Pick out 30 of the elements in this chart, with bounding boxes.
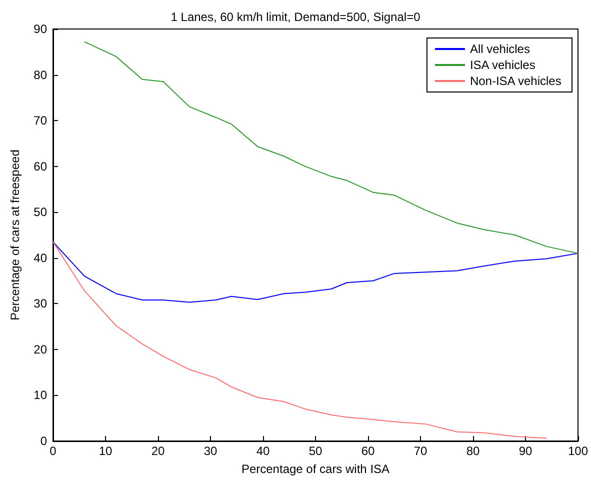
- x-tick-label: 60: [361, 444, 375, 458]
- y-tick-label: 70: [34, 114, 48, 128]
- y-tick-label: 80: [34, 68, 48, 82]
- x-axis-title: Percentage of cars with ISA: [241, 462, 390, 476]
- y-tick-label: 40: [34, 250, 48, 265]
- y-tick-label: 0: [40, 434, 48, 448]
- x-tick-label: 20: [151, 444, 165, 458]
- x-tick-label: 100: [568, 444, 588, 458]
- x-tick-label: 70: [414, 444, 428, 458]
- x-tick-label: 40: [256, 444, 270, 458]
- legend-label: Non-ISA vehicles: [470, 74, 562, 88]
- line-series: [52, 241, 578, 303]
- legend-label: All vehicles: [470, 42, 530, 56]
- legend-label: ISA vehicles: [470, 58, 536, 72]
- y-tick-label: 60: [34, 159, 48, 174]
- y-axis-title: Percentage of cars at freespeed: [8, 150, 22, 320]
- line-series: [84, 41, 578, 254]
- x-tick-label: 0: [50, 444, 57, 458]
- y-tick-label: 90: [34, 22, 48, 36]
- x-tick-label: 50: [308, 444, 322, 458]
- x-tick-label: 10: [98, 444, 112, 458]
- y-tick-label: 30: [34, 296, 48, 311]
- x-tick-label: 90: [518, 444, 532, 458]
- y-tick-label: 10: [34, 388, 48, 402]
- y-tick-label: 50: [34, 205, 48, 220]
- x-tick-label: 30: [204, 444, 218, 458]
- x-tick-label: 80: [466, 444, 480, 458]
- line-series: [52, 241, 547, 439]
- y-tick-label: 20: [34, 342, 48, 356]
- chart-title: 1 Lanes, 60 km/h limit, Demand=500, Signal=0: [170, 10, 421, 24]
